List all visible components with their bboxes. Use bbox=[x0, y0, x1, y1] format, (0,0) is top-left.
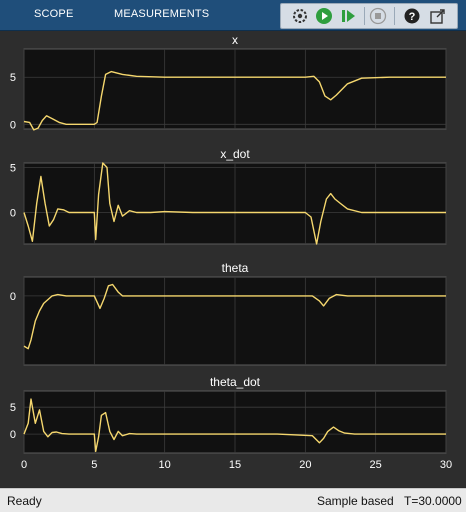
tab-measurements[interactable]: MEASUREMENTS bbox=[114, 8, 210, 20]
x-tick-label: 15 bbox=[229, 459, 241, 471]
y-tick-label: 5 bbox=[10, 163, 16, 175]
undock-icon[interactable] bbox=[429, 7, 447, 25]
scope-plot-area: 0 5 x 0 5 x_dot 0 theta 0 5 theta_dot 0 5 10 15 20 25 30 bbox=[0, 31, 466, 487]
y-tick-label: 0 bbox=[10, 291, 16, 303]
signal-line-theta bbox=[23, 283, 446, 350]
status-ready: Ready bbox=[7, 494, 42, 508]
x-tick-label: 0 bbox=[21, 459, 27, 471]
step-forward-icon[interactable] bbox=[339, 7, 357, 25]
y-tick-label: 0 bbox=[10, 208, 16, 220]
signal-line-x_dot bbox=[23, 162, 446, 245]
scope-toolstrip: SCOPE MEASUREMENTS ? bbox=[0, 0, 466, 31]
run-icon[interactable] bbox=[315, 7, 333, 25]
x-tick-label: 30 bbox=[440, 459, 452, 471]
toolbar-separator bbox=[394, 7, 395, 25]
axes-title: x_dot bbox=[220, 147, 250, 161]
x-tick-label: 25 bbox=[370, 459, 382, 471]
stop-icon[interactable] bbox=[369, 7, 387, 25]
axes-title: theta_dot bbox=[210, 375, 261, 389]
axes-title: x bbox=[232, 33, 238, 47]
help-icon[interactable]: ? bbox=[403, 7, 421, 25]
settings-icon[interactable] bbox=[291, 7, 309, 25]
y-tick-label: 5 bbox=[10, 72, 16, 84]
signal-line-x bbox=[23, 70, 446, 131]
y-tick-label: 0 bbox=[10, 119, 16, 131]
axes-title: theta bbox=[222, 261, 249, 275]
signal-line-theta_dot bbox=[23, 398, 446, 453]
y-tick-label: 5 bbox=[10, 402, 16, 414]
y-tick-label: 0 bbox=[10, 429, 16, 441]
status-mode: Sample based bbox=[317, 494, 394, 508]
x-tick-label: 10 bbox=[159, 459, 171, 471]
x-tick-label: 20 bbox=[299, 459, 311, 471]
status-bar: Ready Sample based T=30.0000 bbox=[0, 488, 466, 512]
svg-text:?: ? bbox=[409, 11, 416, 23]
toolbar-separator bbox=[364, 7, 365, 25]
x-tick-label: 5 bbox=[91, 459, 97, 471]
scope-plots: 0 5 x 0 5 x_dot 0 theta 0 5 theta_dot 0 5 10 15 20 25 30 bbox=[10, 33, 452, 471]
quick-access-toolbar: ? bbox=[280, 3, 458, 29]
status-time: T=30.0000 bbox=[404, 494, 462, 508]
tab-scope[interactable]: SCOPE bbox=[34, 8, 74, 20]
